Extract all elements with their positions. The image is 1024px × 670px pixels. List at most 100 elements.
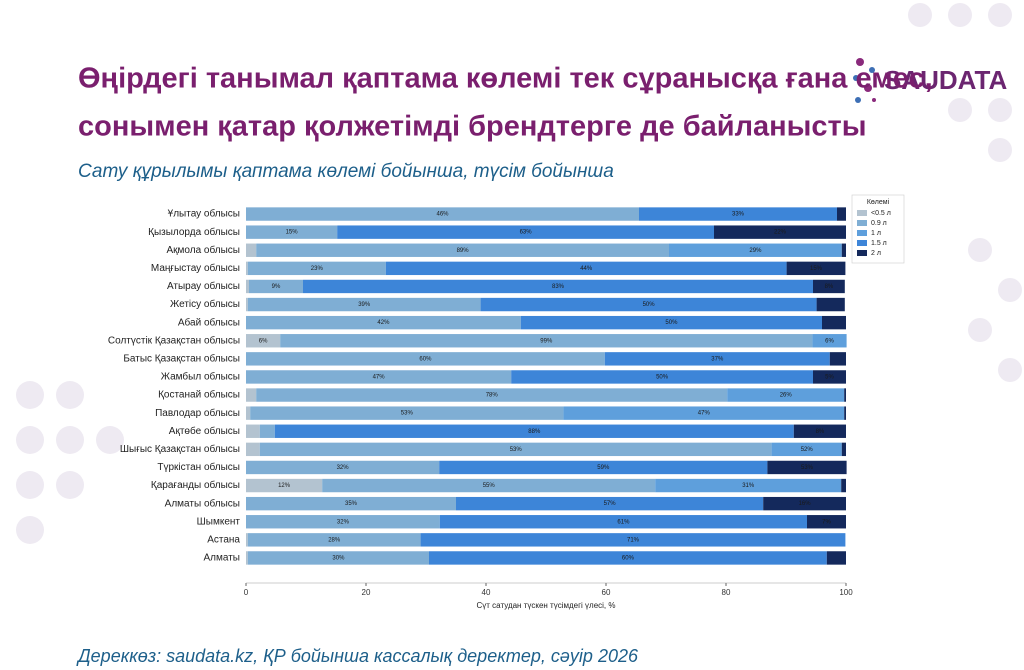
segment-label: 99% — [540, 338, 553, 344]
bar-segment — [247, 297, 481, 312]
y-tick-label: Солтүстік Қазақстан облысы — [108, 334, 240, 346]
bar-segment — [246, 279, 249, 294]
segment-label: 6% — [259, 338, 268, 344]
bar-segment — [246, 261, 248, 276]
segment-label: 37% — [711, 356, 724, 362]
bar-segment — [246, 460, 440, 475]
bar-segment — [246, 297, 248, 312]
brand: SAUDATA — [884, 65, 1007, 95]
y-tick-label: Атырау облысы — [167, 280, 240, 292]
segment-label: 33% — [732, 212, 745, 218]
bar-segment — [786, 261, 846, 276]
segment-label: 16% — [799, 501, 812, 507]
bar-segment — [420, 533, 846, 547]
x-tick-label: 0 — [244, 588, 249, 597]
segment-label: 7% — [822, 519, 831, 525]
segment-label: 57% — [604, 501, 617, 507]
legend-label: 2 л — [871, 250, 881, 257]
segment-label: 60% — [419, 356, 432, 362]
segment-label: 55% — [483, 483, 496, 489]
bar-segment — [771, 442, 842, 457]
segment-label: 6% — [825, 338, 834, 344]
legend-title: Көлемі — [867, 198, 890, 206]
segment-label: 47% — [698, 411, 711, 417]
legend-swatch — [857, 210, 867, 216]
segment-label: 50% — [656, 375, 669, 381]
segment-label: 35% — [345, 501, 358, 507]
bar-segment — [639, 207, 837, 221]
y-tick-label: Шымкент — [197, 516, 241, 527]
segment-label: 61% — [617, 519, 630, 525]
bar-segment — [247, 551, 429, 565]
y-tick-label: Қызылорда облысы — [148, 226, 240, 238]
y-tick-label: Түркістан облысы — [157, 461, 240, 473]
bar-segment — [247, 533, 421, 547]
bar-segment — [246, 551, 248, 565]
segment-label: 29% — [749, 248, 762, 254]
segment-label: 88% — [528, 429, 541, 435]
bar-segment — [246, 533, 248, 547]
bar-segment — [456, 496, 764, 511]
x-tick-label: 20 — [362, 588, 371, 597]
y-tick-label: Батыс Қазақстан облысы — [123, 352, 240, 364]
bar-segment — [322, 478, 656, 493]
bar-segment — [246, 496, 456, 511]
bar-segment — [385, 261, 787, 276]
legend-label: 1.5 л — [871, 240, 887, 247]
x-tick-label: 40 — [482, 588, 491, 597]
bar-segment — [246, 243, 257, 257]
y-tick-label: Қарағанды облысы — [151, 479, 240, 491]
segment-label: 32% — [337, 465, 350, 471]
title-line: Өңірдегі танымал қаптама көлемі тек сұра… — [78, 63, 933, 95]
y-tick-label: Абай облысы — [178, 316, 240, 328]
bar-segment — [246, 315, 521, 330]
bar-segment — [793, 424, 846, 438]
segment-label: 32% — [337, 519, 350, 525]
bar-segment — [247, 261, 386, 276]
bar-segment — [256, 243, 669, 257]
bar-segment — [480, 297, 817, 312]
legend-swatch — [857, 230, 867, 236]
legend-label: <0.5 л — [871, 210, 891, 217]
segment-label: 22% — [774, 230, 787, 236]
y-tick-label: Алматы — [204, 553, 241, 564]
segment-label: 31% — [742, 483, 755, 489]
bar-segment — [837, 207, 846, 221]
segment-label: 78% — [486, 393, 499, 399]
y-tick-label: Алматы облысы — [165, 497, 240, 509]
bar-segment — [604, 352, 830, 366]
segment-label: 15% — [810, 266, 823, 272]
legend-label: 0.9 л — [871, 220, 887, 227]
bar-segment — [813, 279, 845, 294]
bar-segment — [812, 334, 847, 348]
segment-label: 53% — [401, 411, 414, 417]
segment-label: 50% — [643, 302, 656, 308]
bar-segment — [763, 496, 846, 511]
y-tick-label: Павлодар облысы — [155, 407, 240, 419]
bar-segment — [844, 388, 846, 402]
segment-label: 52% — [801, 447, 814, 453]
bar-segment — [807, 515, 846, 529]
bar-segment — [259, 424, 275, 438]
bar-segment — [246, 424, 260, 438]
y-tick-label: Ұлытау облысы — [168, 208, 240, 220]
segment-label: 9% — [272, 284, 281, 290]
segment-label: 71% — [627, 537, 640, 543]
segment-label: 89% — [457, 248, 470, 254]
title-line: сонымен қатар қолжетімді брендтерге де б… — [78, 111, 867, 143]
bar-segment — [816, 297, 845, 312]
y-tick-label: Жетісу облысы — [170, 298, 240, 310]
bar-segment — [520, 315, 822, 330]
bar-segment — [822, 315, 846, 330]
x-tick-label: 80 — [722, 588, 731, 597]
bar-segment — [274, 424, 794, 438]
segment-label: 23% — [311, 266, 324, 272]
bar-segment — [714, 225, 846, 239]
segment-label: 46% — [436, 212, 449, 218]
bar-segment — [841, 442, 846, 457]
bar-segment — [844, 406, 846, 420]
segment-label: 8% — [816, 429, 825, 435]
y-tick-label: Жамбыл облысы — [161, 371, 240, 383]
bar-segment — [280, 334, 813, 348]
bar-segment — [841, 478, 846, 493]
